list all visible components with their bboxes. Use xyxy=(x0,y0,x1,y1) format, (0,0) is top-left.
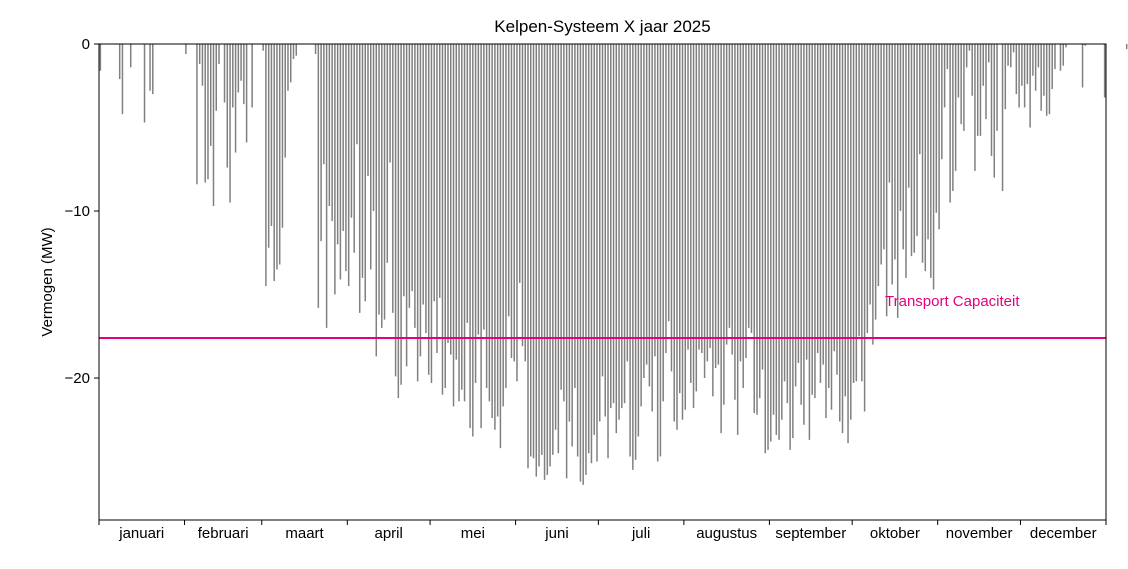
y-tick-label: 0 xyxy=(82,36,90,53)
x-tick-label: augustus xyxy=(696,525,757,542)
x-tick-label: maart xyxy=(285,525,324,542)
x-tick-label: mei xyxy=(461,525,485,542)
y-axis-label: Vermogen (MW) xyxy=(39,227,56,336)
x-tick-label: april xyxy=(375,525,403,542)
y-tick-label: −20 xyxy=(65,370,90,387)
x-tick-label: september xyxy=(775,525,846,542)
plot-frame xyxy=(98,43,1107,521)
x-tick-label: februari xyxy=(198,525,249,542)
bars-group xyxy=(99,43,1128,485)
y-ticks-group: 0 −10 −20 xyxy=(65,36,99,387)
x-tick-label: juli xyxy=(631,525,650,542)
chart-title: Kelpen-Systeem X jaar 2025 xyxy=(494,17,710,36)
x-tick-label: januari xyxy=(118,525,164,542)
x-tick-label: december xyxy=(1030,525,1097,542)
x-tick-label: juni xyxy=(544,525,568,542)
y-tick-label: −10 xyxy=(65,203,90,220)
x-tick-label: november xyxy=(946,525,1013,542)
x-ticks-group: januari februari maart april mei juni juli augu… xyxy=(98,520,1107,542)
transport-capacity-label: Transport Capaciteit xyxy=(885,293,1020,310)
x-tick-label: oktober xyxy=(870,525,920,542)
